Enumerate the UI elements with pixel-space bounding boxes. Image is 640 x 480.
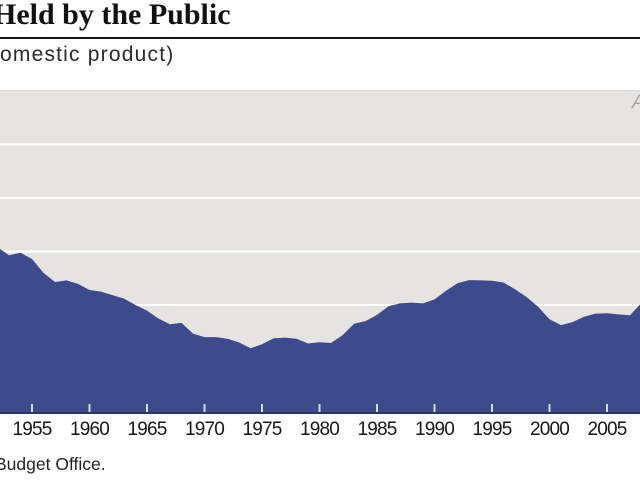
x-tick-label: 1970: [184, 419, 225, 440]
x-tick-mark: [146, 404, 148, 412]
x-tick-mark: [31, 404, 33, 412]
x-tick-mark: [606, 404, 608, 412]
actual-label-fragment: A: [632, 92, 640, 114]
x-tick-mark: [88, 404, 91, 412]
chart-subtitle: omestic product): [0, 43, 175, 66]
gridline: [0, 304, 640, 306]
x-tick-mark: [376, 404, 378, 412]
x-tick-label: 1975: [242, 419, 282, 440]
x-tick-mark: [318, 404, 321, 412]
x-tick-mark: [548, 404, 551, 412]
gridline: [0, 250, 640, 253]
x-tick-mark: [491, 404, 493, 412]
x-tick-label: 1985: [357, 419, 397, 440]
x-tick-label: 2005: [587, 419, 627, 440]
source-text: Budget Office.: [0, 454, 106, 474]
x-axis-line: [0, 412, 640, 414]
debt-area-series: [0, 248, 640, 412]
x-tick-label: 1980: [299, 419, 340, 440]
x-tick-label: 1990: [414, 419, 455, 440]
x-tick-label: 1965: [127, 419, 167, 440]
x-tick-label: 1995: [472, 419, 512, 440]
page-title-clip: Held by the Public: [0, 0, 640, 37]
title-divider-rule: [0, 37, 640, 39]
x-tick-mark: [203, 404, 206, 412]
x-tick-mark: [433, 404, 436, 412]
x-tick-mark: [261, 404, 263, 412]
x-tick-label: 1955: [12, 419, 52, 440]
x-tick-label: 1960: [69, 419, 110, 440]
x-tick-label: 2000: [529, 419, 570, 440]
x-axis-labels: 1955 1960 1965 1970 1975 1980 1985 1990 1995 2000…: [0, 419, 640, 441]
gridline: [0, 143, 640, 146]
page-title: Held by the Public: [0, 0, 231, 31]
gridline: [0, 197, 640, 199]
area-chart-canvas: [0, 143, 640, 414]
source-line-clip: Budget Office.: [0, 454, 640, 478]
debt-area-chart: [0, 90, 640, 414]
